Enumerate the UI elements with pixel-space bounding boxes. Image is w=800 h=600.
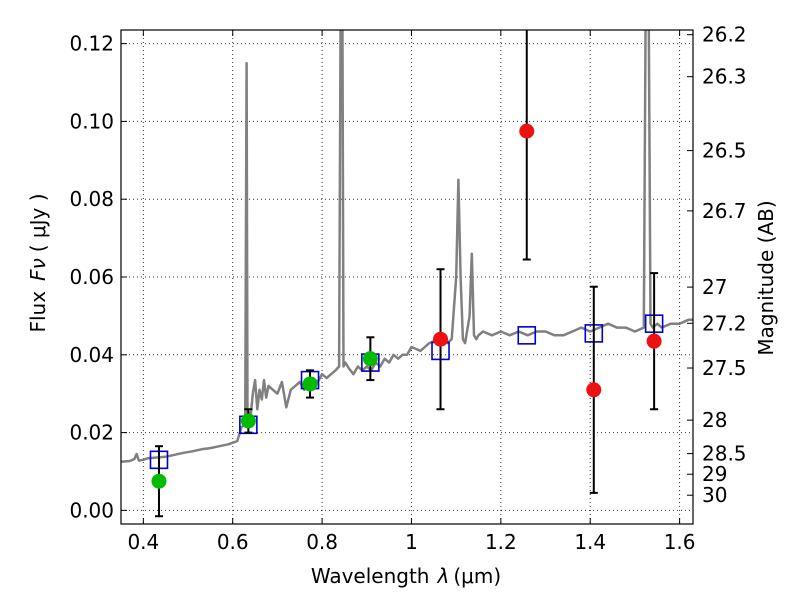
plot-frame bbox=[120, 29, 694, 525]
y-tick-label: 0.04 bbox=[69, 343, 114, 367]
observed-flux-point bbox=[586, 382, 602, 398]
plot-data bbox=[121, 30, 693, 518]
y2-tick-label: 30 bbox=[702, 483, 727, 507]
observed-flux-point bbox=[646, 333, 662, 349]
axis-ticks: 0.4 0.6 0.8 1 1.2 1.4 1.6 0.00 0.02 0.04 0.06 0.08 0… bbox=[69, 23, 746, 554]
observed-flux-point bbox=[151, 473, 167, 489]
y-tick-label: 0.10 bbox=[69, 109, 114, 133]
y2-tick-label: 29 bbox=[702, 462, 727, 486]
x-tick-label: 1 bbox=[405, 530, 418, 554]
x-tick-label: 1.6 bbox=[664, 530, 696, 554]
observed-flux-point bbox=[362, 351, 378, 367]
y2-tick-label: 28 bbox=[702, 408, 727, 432]
y2-tick-label: 26.2 bbox=[702, 23, 747, 47]
x-tick-label: 1.2 bbox=[485, 530, 517, 554]
grid-lines bbox=[121, 30, 693, 524]
y-axis-title: FluxFν( μJy ) bbox=[26, 193, 50, 332]
template-spectrum-line bbox=[121, 30, 693, 464]
x-tick-label: 0.8 bbox=[306, 530, 338, 554]
observed-flux-point bbox=[240, 413, 256, 429]
y2-axis-title: Magnitude (AB) bbox=[754, 200, 778, 355]
y2-tick-label: 28.5 bbox=[702, 442, 747, 466]
y2-tick-label: 27.2 bbox=[702, 311, 747, 335]
y2-tick-label: 27 bbox=[702, 275, 727, 299]
y2-tick-label: 26.5 bbox=[702, 139, 747, 163]
y-tick-label: 0.02 bbox=[69, 421, 114, 445]
model-flux-square bbox=[517, 326, 537, 345]
observed-flux-point bbox=[302, 376, 318, 392]
y2-tick-label: 27.5 bbox=[702, 356, 747, 380]
observed-flux-point bbox=[433, 331, 449, 347]
x-tick-label: 0.4 bbox=[127, 530, 159, 554]
y-tick-label: 0.00 bbox=[69, 498, 114, 522]
x-tick-label: 0.6 bbox=[217, 530, 249, 554]
observed-flux-point bbox=[519, 123, 535, 139]
y-tick-label: 0.06 bbox=[69, 265, 114, 289]
x-tick-label: 1.4 bbox=[574, 530, 606, 554]
y2-tick-label: 26.7 bbox=[702, 199, 747, 223]
y-tick-label: 0.12 bbox=[69, 32, 114, 56]
x-axis-title: Wavelength λ (μm) bbox=[311, 564, 501, 588]
y-tick-label: 0.08 bbox=[69, 187, 114, 211]
y2-tick-label: 26.3 bbox=[702, 65, 747, 89]
